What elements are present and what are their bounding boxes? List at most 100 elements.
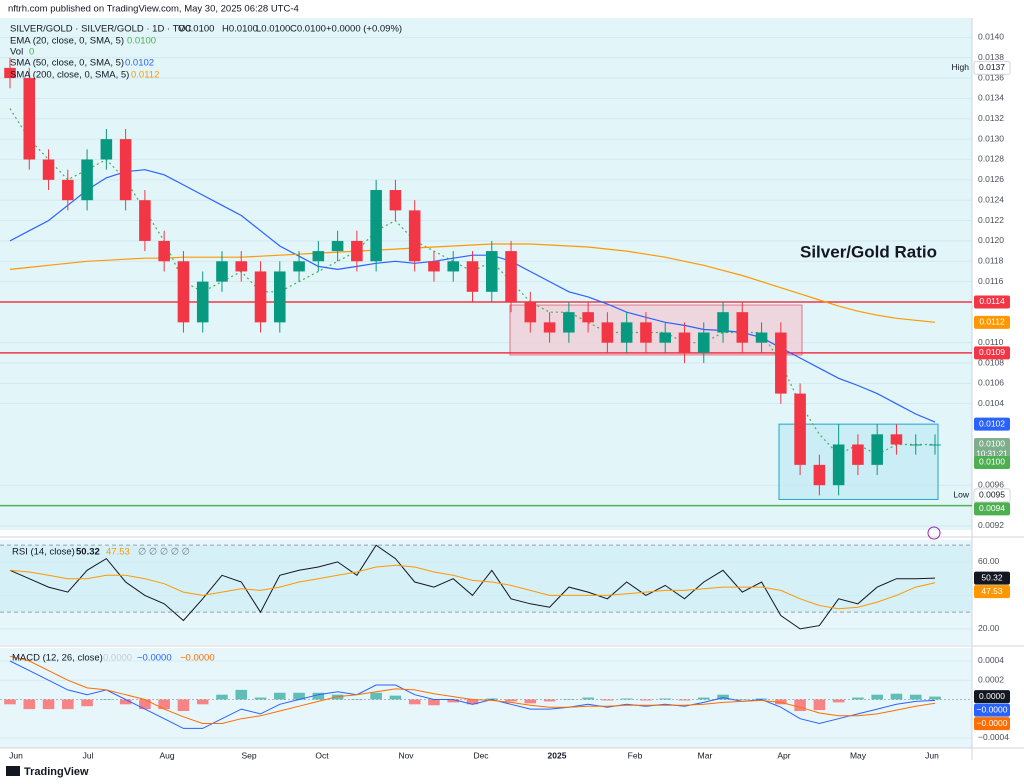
histogram-bar <box>871 694 883 700</box>
price-label: 0.0094 <box>979 503 1005 513</box>
histogram-bar <box>158 699 170 710</box>
y-tick-label: −0.0004 <box>978 732 1009 742</box>
price-label-box <box>974 571 1010 585</box>
candle-body <box>582 312 594 323</box>
y-tick-label: 0.0092 <box>978 520 1004 530</box>
histogram-bar <box>832 699 845 703</box>
alert-icon[interactable] <box>927 526 941 540</box>
annotation: Silver/Gold Ratio <box>800 242 937 261</box>
candle-body <box>158 240 170 262</box>
histogram-bar <box>62 699 74 710</box>
x-tick-label: Jul <box>83 750 94 760</box>
candle-body <box>620 322 633 343</box>
y-tick-label: 0.0096 <box>978 479 1004 489</box>
candle-body <box>62 179 74 201</box>
candle-body <box>485 251 498 292</box>
candle-body <box>42 159 55 180</box>
price-label-box <box>974 717 1010 731</box>
candle-body <box>293 261 305 272</box>
price-label: −0.0000 <box>977 704 1008 714</box>
histogram-bar <box>890 693 903 700</box>
histogram-bar <box>678 699 691 701</box>
histogram-bar <box>447 699 460 703</box>
candle-body <box>717 312 729 333</box>
macd-pane <box>0 648 972 748</box>
candle-body <box>909 444 922 446</box>
candle-body <box>312 251 325 262</box>
price-label-box <box>974 417 1010 431</box>
candle-body <box>389 190 402 211</box>
price-label: 0.0100 <box>979 439 1005 449</box>
macd-title: MACD (12, 26, close) <box>12 653 103 664</box>
candle-body <box>890 434 903 445</box>
price-label-caption: High <box>952 62 970 72</box>
candle-body <box>408 210 421 262</box>
rsi-title: RSI (14, close) <box>12 547 75 558</box>
x-tick-label: Jun <box>925 750 939 760</box>
price-label: 0.0100 <box>979 457 1005 467</box>
histogram-bar <box>177 699 190 712</box>
x-tick-label: Feb <box>628 750 643 760</box>
candle-body <box>813 464 826 486</box>
symbol-title: SILVER/GOLD · SILVER/GOLD · 1D · TVC <box>10 24 192 35</box>
candle-body <box>929 444 941 446</box>
price-label-box <box>974 502 1010 516</box>
histogram-bar <box>293 692 305 700</box>
candle-body <box>775 332 787 394</box>
histogram-bar <box>582 697 594 700</box>
price-label: 0.0109 <box>979 347 1005 357</box>
price-label-box <box>974 455 1010 469</box>
x-tick-label: Mar <box>698 750 713 760</box>
histogram-bar <box>659 698 671 700</box>
ohlc-close: C0.0100 <box>290 24 326 35</box>
x-tick-label: Aug <box>159 750 174 760</box>
indicator-line <box>9 655 936 724</box>
x-tick-label: May <box>850 750 867 760</box>
indicator-line <box>9 660 936 729</box>
histogram-bar <box>543 699 556 702</box>
legend-vol-value: 0 <box>29 47 34 58</box>
candle-body <box>640 322 652 343</box>
y-tick-label: 0.0126 <box>978 174 1004 184</box>
indicator-line <box>9 544 936 630</box>
price-label: 0.0137 <box>979 62 1005 72</box>
candle-body <box>543 322 556 333</box>
y-tick-label: 0.0132 <box>978 113 1004 123</box>
y-tick-label: 0.0110 <box>978 337 1004 347</box>
price-label-box <box>974 690 1010 704</box>
histogram-bar <box>23 699 36 710</box>
price-label: 50.32 <box>981 572 1003 582</box>
histogram-bar <box>909 694 922 700</box>
rsi-ma-value: 47.53 <box>106 547 130 558</box>
macd-signal-value: −0.0000 <box>180 653 215 664</box>
x-tick-label: 2025 <box>548 750 567 760</box>
brand: TradingView <box>24 766 89 778</box>
candle-body <box>697 332 710 353</box>
y-tick-label: 0.0120 <box>978 235 1004 245</box>
candle-body <box>466 261 479 292</box>
candle-body <box>370 190 382 262</box>
y-tick-label: 0.0140 <box>978 32 1004 42</box>
macd-value: −0.0000 <box>137 653 172 664</box>
candle-body <box>852 444 864 465</box>
price-label-caption: Low <box>953 490 969 500</box>
y-tick-label: 0.0138 <box>978 52 1004 62</box>
y-tick-label: 0.0004 <box>978 655 1004 665</box>
legend-vol: Vol <box>10 47 23 58</box>
candle-body <box>196 281 209 323</box>
range-box <box>509 304 803 356</box>
histogram-bar <box>601 699 614 701</box>
candle-body <box>81 159 93 201</box>
candle-body <box>832 444 845 486</box>
histogram-bar <box>370 692 382 700</box>
legend-sma50-value: 0.0102 <box>125 58 154 69</box>
candle-body <box>23 78 36 160</box>
x-tick-label: Jun <box>9 750 23 760</box>
histogram-bar <box>235 689 248 700</box>
histogram-bar <box>312 692 325 700</box>
x-tick-label: Dec <box>473 750 489 760</box>
price-label-box <box>974 437 1010 460</box>
price-label-box <box>974 346 1010 360</box>
histogram-bar <box>775 699 787 705</box>
